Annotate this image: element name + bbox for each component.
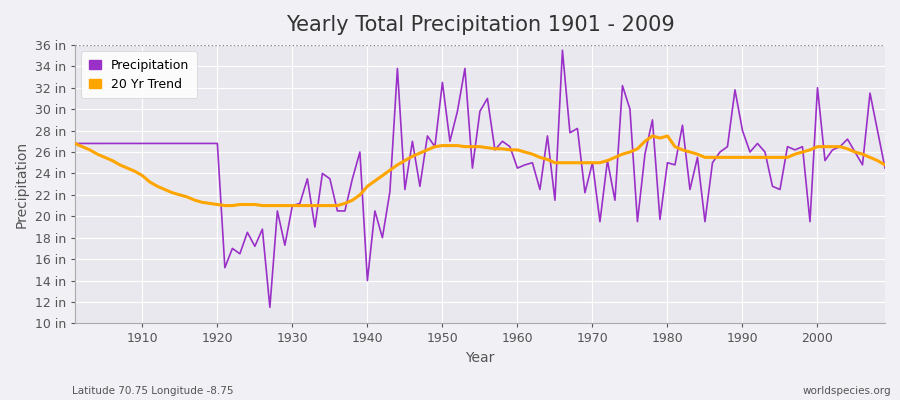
Legend: Precipitation, 20 Yr Trend: Precipitation, 20 Yr Trend [81, 51, 197, 98]
Y-axis label: Precipitation: Precipitation [15, 140, 29, 228]
Text: worldspecies.org: worldspecies.org [803, 386, 891, 396]
X-axis label: Year: Year [465, 351, 495, 365]
Title: Yearly Total Precipitation 1901 - 2009: Yearly Total Precipitation 1901 - 2009 [285, 15, 674, 35]
Text: Latitude 70.75 Longitude -8.75: Latitude 70.75 Longitude -8.75 [72, 386, 233, 396]
